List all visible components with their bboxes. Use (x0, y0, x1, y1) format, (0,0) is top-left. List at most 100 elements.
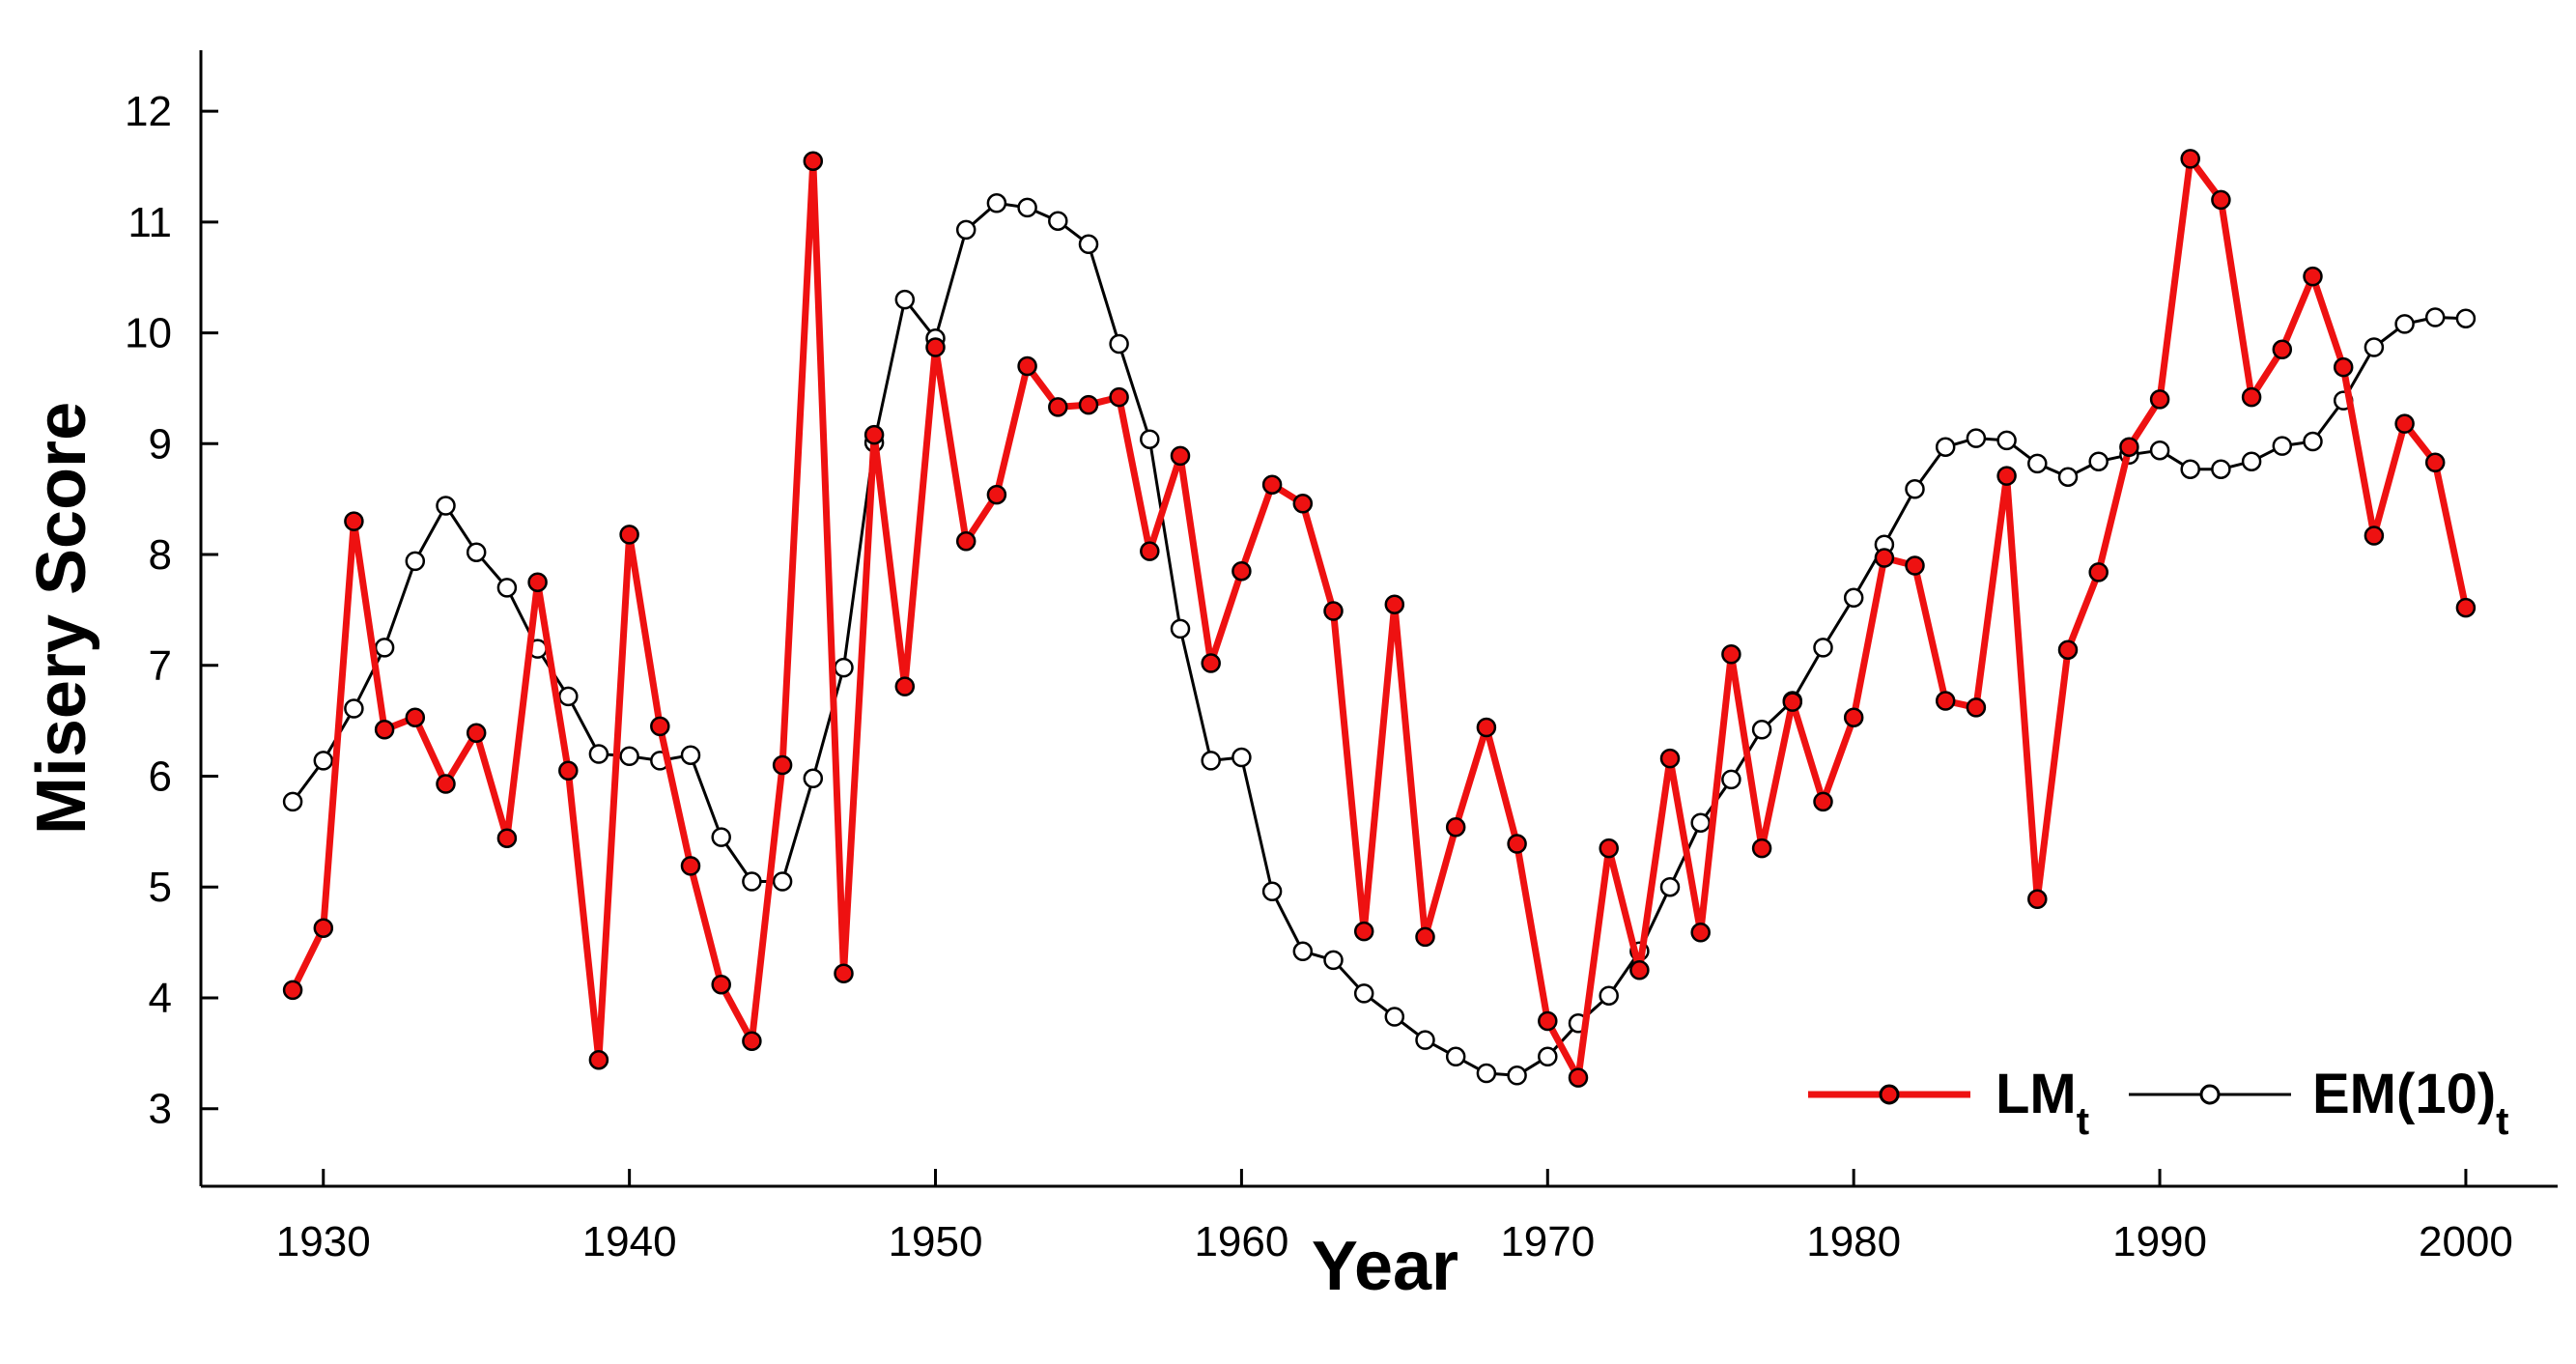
y-tick-label: 9 (149, 420, 172, 468)
data-point-em (803, 768, 824, 789)
data-point-lm (650, 716, 670, 737)
data-point-lm (619, 525, 639, 545)
data-point-em (1415, 1030, 1435, 1050)
data-point-lm (1261, 474, 1283, 495)
data-point-lm (1017, 355, 1037, 377)
data-point-em (1140, 429, 1160, 449)
data-point-em (1048, 211, 1068, 231)
data-point-lm (863, 424, 885, 445)
data-point-em (405, 551, 426, 572)
data-point-lm (2241, 386, 2262, 408)
data-point-lm (1140, 541, 1160, 561)
series-layer (282, 149, 2477, 1088)
data-point-em (1445, 1046, 1466, 1067)
data-point-lm (1170, 445, 1191, 467)
legend: LMt EM(10)t (1808, 1063, 2508, 1143)
data-point-lm (2057, 639, 2079, 660)
series-line-em (291, 201, 2466, 1077)
data-point-em (680, 745, 701, 765)
data-point-lm (2364, 526, 2385, 546)
data-point-em (1599, 985, 1619, 1006)
axis-labels: Year Misery Score (23, 402, 1458, 1305)
data-point-lm (1292, 494, 1314, 514)
data-point-em (1292, 941, 1314, 962)
data-point-lm (2272, 339, 2293, 360)
data-point-em (1538, 1046, 1558, 1067)
y-tick-label: 10 (125, 310, 172, 357)
data-point-lm (803, 151, 824, 171)
x-tick-label: 1950 (889, 1218, 983, 1265)
data-point-lm (772, 754, 793, 776)
axis-ticks: 1930 1940 1950 1960 1970 1980 1990 2000 3 4 5 6 7 8 9 1… (125, 88, 2513, 1265)
y-axis-title: Misery Score (23, 402, 100, 835)
data-point-lm (2149, 389, 2170, 410)
data-point-em (1078, 234, 1099, 255)
data-point-em (313, 751, 334, 771)
data-point-em (436, 496, 456, 516)
x-axis-title: Year (1312, 1228, 1458, 1305)
data-point-lm (2180, 149, 2200, 169)
data-point-em (1813, 638, 1833, 658)
data-point-em (282, 791, 303, 812)
data-point-em (1996, 430, 2017, 451)
data-point-em (496, 578, 518, 598)
data-point-lm (2119, 437, 2139, 457)
data-point-em (1109, 333, 1129, 355)
data-point-lm (2027, 889, 2048, 910)
data-point-lm (1996, 466, 2017, 486)
x-tick-label: 1960 (1194, 1218, 1288, 1265)
data-point-lm (1905, 555, 1925, 576)
x-tick-label: 1930 (276, 1218, 371, 1265)
data-point-em (2455, 308, 2477, 328)
axes (199, 50, 2558, 1188)
y-tick-label: 3 (149, 1086, 172, 1133)
data-point-lm (2394, 413, 2415, 434)
data-point-em (1751, 720, 1772, 740)
data-point-em (1935, 437, 1956, 457)
data-point-em (1353, 983, 1374, 1004)
data-point-lm (742, 1031, 762, 1051)
data-point-lm (986, 484, 1007, 505)
data-point-lm (588, 1049, 609, 1070)
data-point-em (1170, 618, 1191, 639)
data-point-em (711, 827, 731, 847)
y-tick-label: 6 (149, 753, 172, 800)
data-point-lm (374, 720, 395, 740)
data-point-lm (527, 572, 548, 592)
y-tick-label: 7 (149, 642, 172, 690)
data-point-em (2364, 337, 2385, 357)
data-point-lm (1476, 717, 1497, 738)
y-tick-label: 4 (149, 975, 172, 1022)
data-point-lm (2303, 266, 2323, 287)
x-tick-label: 1990 (2112, 1218, 2207, 1265)
data-point-lm (1231, 560, 1252, 582)
data-point-lm (711, 974, 731, 995)
data-point-lm (1751, 838, 1772, 859)
data-point-lm (1659, 748, 1681, 769)
data-point-lm (2333, 356, 2354, 378)
data-point-lm (1109, 386, 1129, 408)
data-point-lm (955, 531, 977, 552)
y-tick-label: 8 (149, 531, 172, 579)
data-point-em (558, 686, 579, 707)
data-point-em (1690, 812, 1711, 833)
data-point-em (2057, 467, 2079, 487)
data-point-em (1721, 769, 1741, 790)
series-line-lm (289, 155, 2470, 1082)
data-point-em (2027, 453, 2048, 474)
data-point-lm (344, 511, 364, 531)
y-tick-label: 5 (149, 864, 172, 911)
data-point-em (2149, 440, 2170, 461)
data-point-lm (1782, 692, 1803, 712)
data-point-lm (1874, 548, 1895, 568)
data-point-em (2241, 451, 2262, 471)
data-point-lm (2211, 189, 2231, 211)
data-point-lm (894, 676, 916, 696)
data-point-em (466, 542, 487, 562)
data-point-lm (1353, 921, 1374, 942)
data-point-em (1017, 197, 1037, 218)
data-point-lm (925, 337, 946, 357)
data-point-lm (1538, 1010, 1558, 1032)
data-point-lm (1813, 791, 1833, 812)
